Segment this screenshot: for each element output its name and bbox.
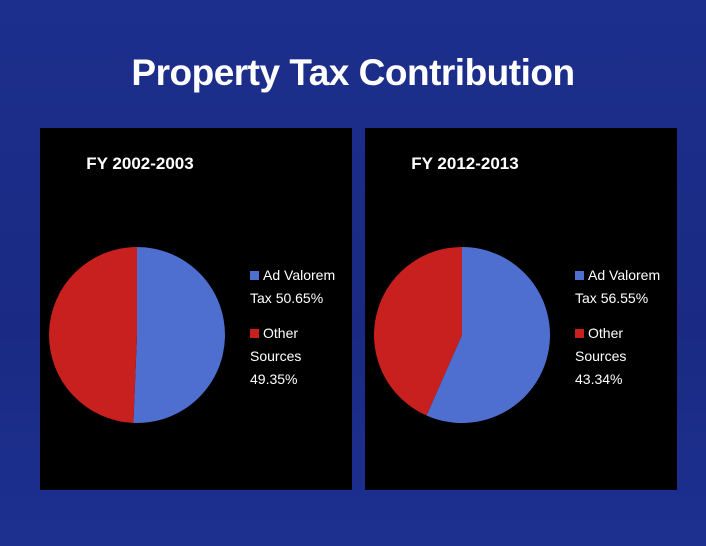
legend-value: 43.34%	[575, 371, 623, 387]
pie-chart	[49, 247, 226, 423]
legend-swatch	[575, 329, 584, 338]
legend-label: Other Sources	[250, 325, 302, 364]
chart-title: FY 2002-2003	[86, 154, 194, 173]
legend-swatch	[575, 271, 584, 280]
legend: Ad Valorem Tax 56.55% Other Sources 43.34…	[575, 264, 667, 403]
pie-slice	[133, 247, 226, 423]
legend-item: Ad Valorem Tax 56.55%	[575, 264, 667, 310]
legend-value: 56.55%	[600, 290, 649, 306]
pie-slice	[426, 247, 550, 423]
pie-chart	[373, 247, 550, 423]
legend-item: Ad Valorem Tax 50.65%	[250, 264, 342, 310]
legend-label: Ad Valorem Tax	[575, 267, 661, 306]
legend-label: Other Sources	[575, 325, 627, 364]
legend-swatch	[250, 329, 259, 338]
pie-slice	[373, 247, 462, 416]
slide-title: Property Tax Contribution	[131, 52, 575, 93]
chart-title: FY 2012-2013	[411, 154, 519, 173]
legend-label: Ad Valorem Tax	[250, 267, 336, 306]
legend: Ad Valorem Tax 50.65% Other Sources 49.35…	[250, 264, 342, 403]
legend-item: Other Sources 49.35%	[250, 322, 342, 391]
legend-swatch	[250, 271, 259, 280]
chart-panel: Ad Valorem Tax 56.55% Other Sources 43.34…	[365, 128, 677, 490]
legend-value: 50.65%	[275, 290, 324, 306]
legend-value: 49.35%	[250, 371, 298, 387]
chart-panel: Ad Valorem Tax 50.65% Other Sources 49.35…	[40, 128, 352, 490]
pie-slice	[49, 247, 137, 423]
legend-item: Other Sources 43.34%	[575, 322, 667, 391]
